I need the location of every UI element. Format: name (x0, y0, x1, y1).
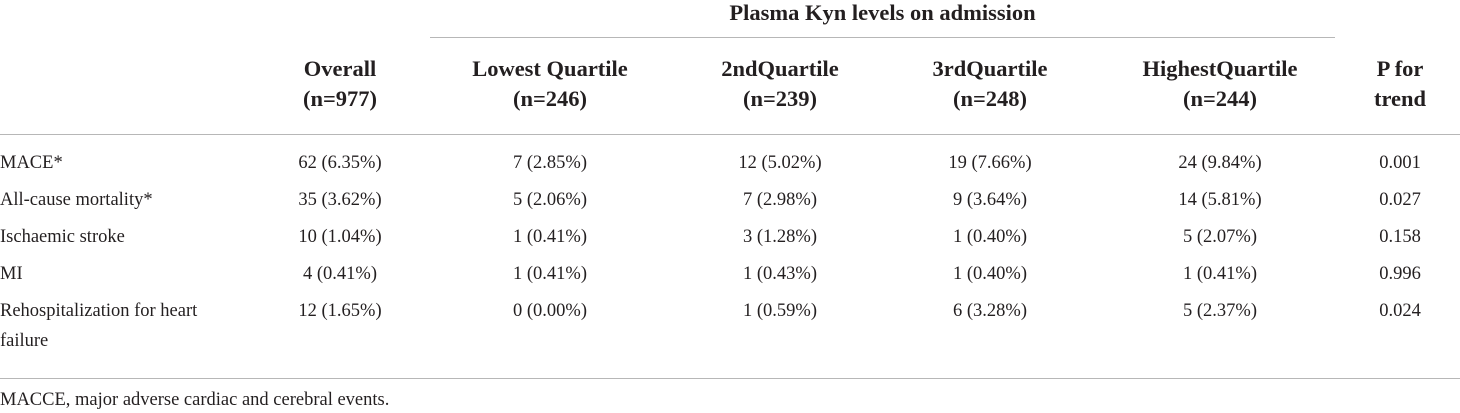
table-row: Rehospitalization for heart failure 12 (… (0, 296, 1460, 356)
column-header-highest-quartile: HighestQuartile (n=244) (1110, 54, 1330, 114)
table-cell: 1 (0.41%) (1183, 264, 1257, 284)
table-row: MACE* 62 (6.35%) 7 (2.85%) 12 (5.02%) 19… (0, 148, 1460, 185)
table-cell: 14 (5.81%) (1178, 190, 1262, 210)
table-cell: 35 (3.62%) (298, 190, 382, 210)
table-bottom-rule (0, 378, 1460, 379)
table-cell: 0 (0.00%) (513, 301, 587, 321)
table-cell: 12 (1.65%) (298, 301, 382, 321)
column-header-lowest-quartile: Lowest Quartile (n=246) (440, 54, 660, 114)
column-header-overall: Overall (n=977) (270, 54, 410, 114)
table-cell: 4 (0.41%) (303, 264, 377, 284)
column-header-line2: trend (1373, 86, 1427, 111)
table-cell: 24 (9.84%) (1178, 153, 1262, 173)
table-cell: 6 (3.28%) (953, 301, 1027, 321)
table-cell: 0.996 (1379, 264, 1421, 284)
table-cell: 3 (1.28%) (743, 227, 817, 247)
column-header-3rd-quartile: 3rdQuartile (n=248) (900, 54, 1080, 114)
row-label: MI (0, 264, 23, 284)
column-group-title: Plasma Kyn levels on admission (729, 0, 1036, 25)
table-cell: 5 (2.07%) (1183, 227, 1257, 247)
table-cell: 0.027 (1379, 190, 1421, 210)
table-row: MI 4 (0.41%) 1 (0.41%) 1 (0.43%) 1 (0.40… (0, 259, 1460, 296)
row-label: All-cause mortality* (0, 190, 153, 210)
column-header-line1: Overall (303, 56, 377, 81)
row-label: MACE* (0, 153, 63, 173)
table-cell: 1 (0.41%) (513, 264, 587, 284)
table-cell: 0.001 (1379, 153, 1421, 173)
column-header-line1: Lowest Quartile (472, 56, 628, 81)
column-header-line2: (n=246) (512, 86, 588, 111)
table-cell: 12 (5.02%) (738, 153, 822, 173)
row-label: Rehospitalization for heart failure (0, 301, 198, 351)
column-header-line2: (n=239) (742, 86, 818, 111)
table-cell: 1 (0.40%) (953, 264, 1027, 284)
column-header-line1: HighestQuartile (1142, 56, 1298, 81)
table-row: All-cause mortality* 35 (3.62%) 5 (2.06%… (0, 185, 1460, 222)
table-body: MACE* 62 (6.35%) 7 (2.85%) 12 (5.02%) 19… (0, 148, 1460, 356)
table-cell: 5 (2.37%) (1183, 301, 1257, 321)
column-header-line1: 3rdQuartile (932, 56, 1048, 81)
column-header-line1: 2ndQuartile (721, 56, 839, 81)
column-header-line1: P for (1376, 56, 1424, 81)
table-cell: 7 (2.98%) (743, 190, 817, 210)
column-header-2nd-quartile: 2ndQuartile (n=239) (690, 54, 870, 114)
table-cell: 19 (7.66%) (948, 153, 1032, 173)
table-cell: 9 (3.64%) (953, 190, 1027, 210)
column-header-p-for-trend: P for trend (1355, 54, 1445, 114)
table-header-row: Overall (n=977) Lowest Quartile (n=246) … (0, 54, 1460, 114)
table-cell: 1 (0.43%) (743, 264, 817, 284)
table-row: Ischaemic stroke 10 (1.04%) 1 (0.41%) 3 … (0, 222, 1460, 259)
column-group-rule (430, 37, 1335, 38)
table-cell: 0.158 (1379, 227, 1421, 247)
table-cell: 1 (0.41%) (513, 227, 587, 247)
row-label: Ischaemic stroke (0, 227, 125, 247)
column-header-line2: (n=977) (302, 86, 378, 111)
column-header-line2: (n=244) (1182, 86, 1258, 111)
table-cell: 0.024 (1379, 301, 1421, 321)
table-cell: 7 (2.85%) (513, 153, 587, 173)
table-cell: 1 (0.59%) (743, 301, 817, 321)
table-cell: 10 (1.04%) (298, 227, 382, 247)
table-cell: 5 (2.06%) (513, 190, 587, 210)
table-cell: 62 (6.35%) (298, 153, 382, 173)
table-cell: 1 (0.40%) (953, 227, 1027, 247)
column-header-line2: (n=248) (952, 86, 1028, 111)
header-bottom-rule (0, 134, 1460, 135)
table-footnote: MACCE, major adverse cardiac and cerebra… (0, 390, 390, 410)
